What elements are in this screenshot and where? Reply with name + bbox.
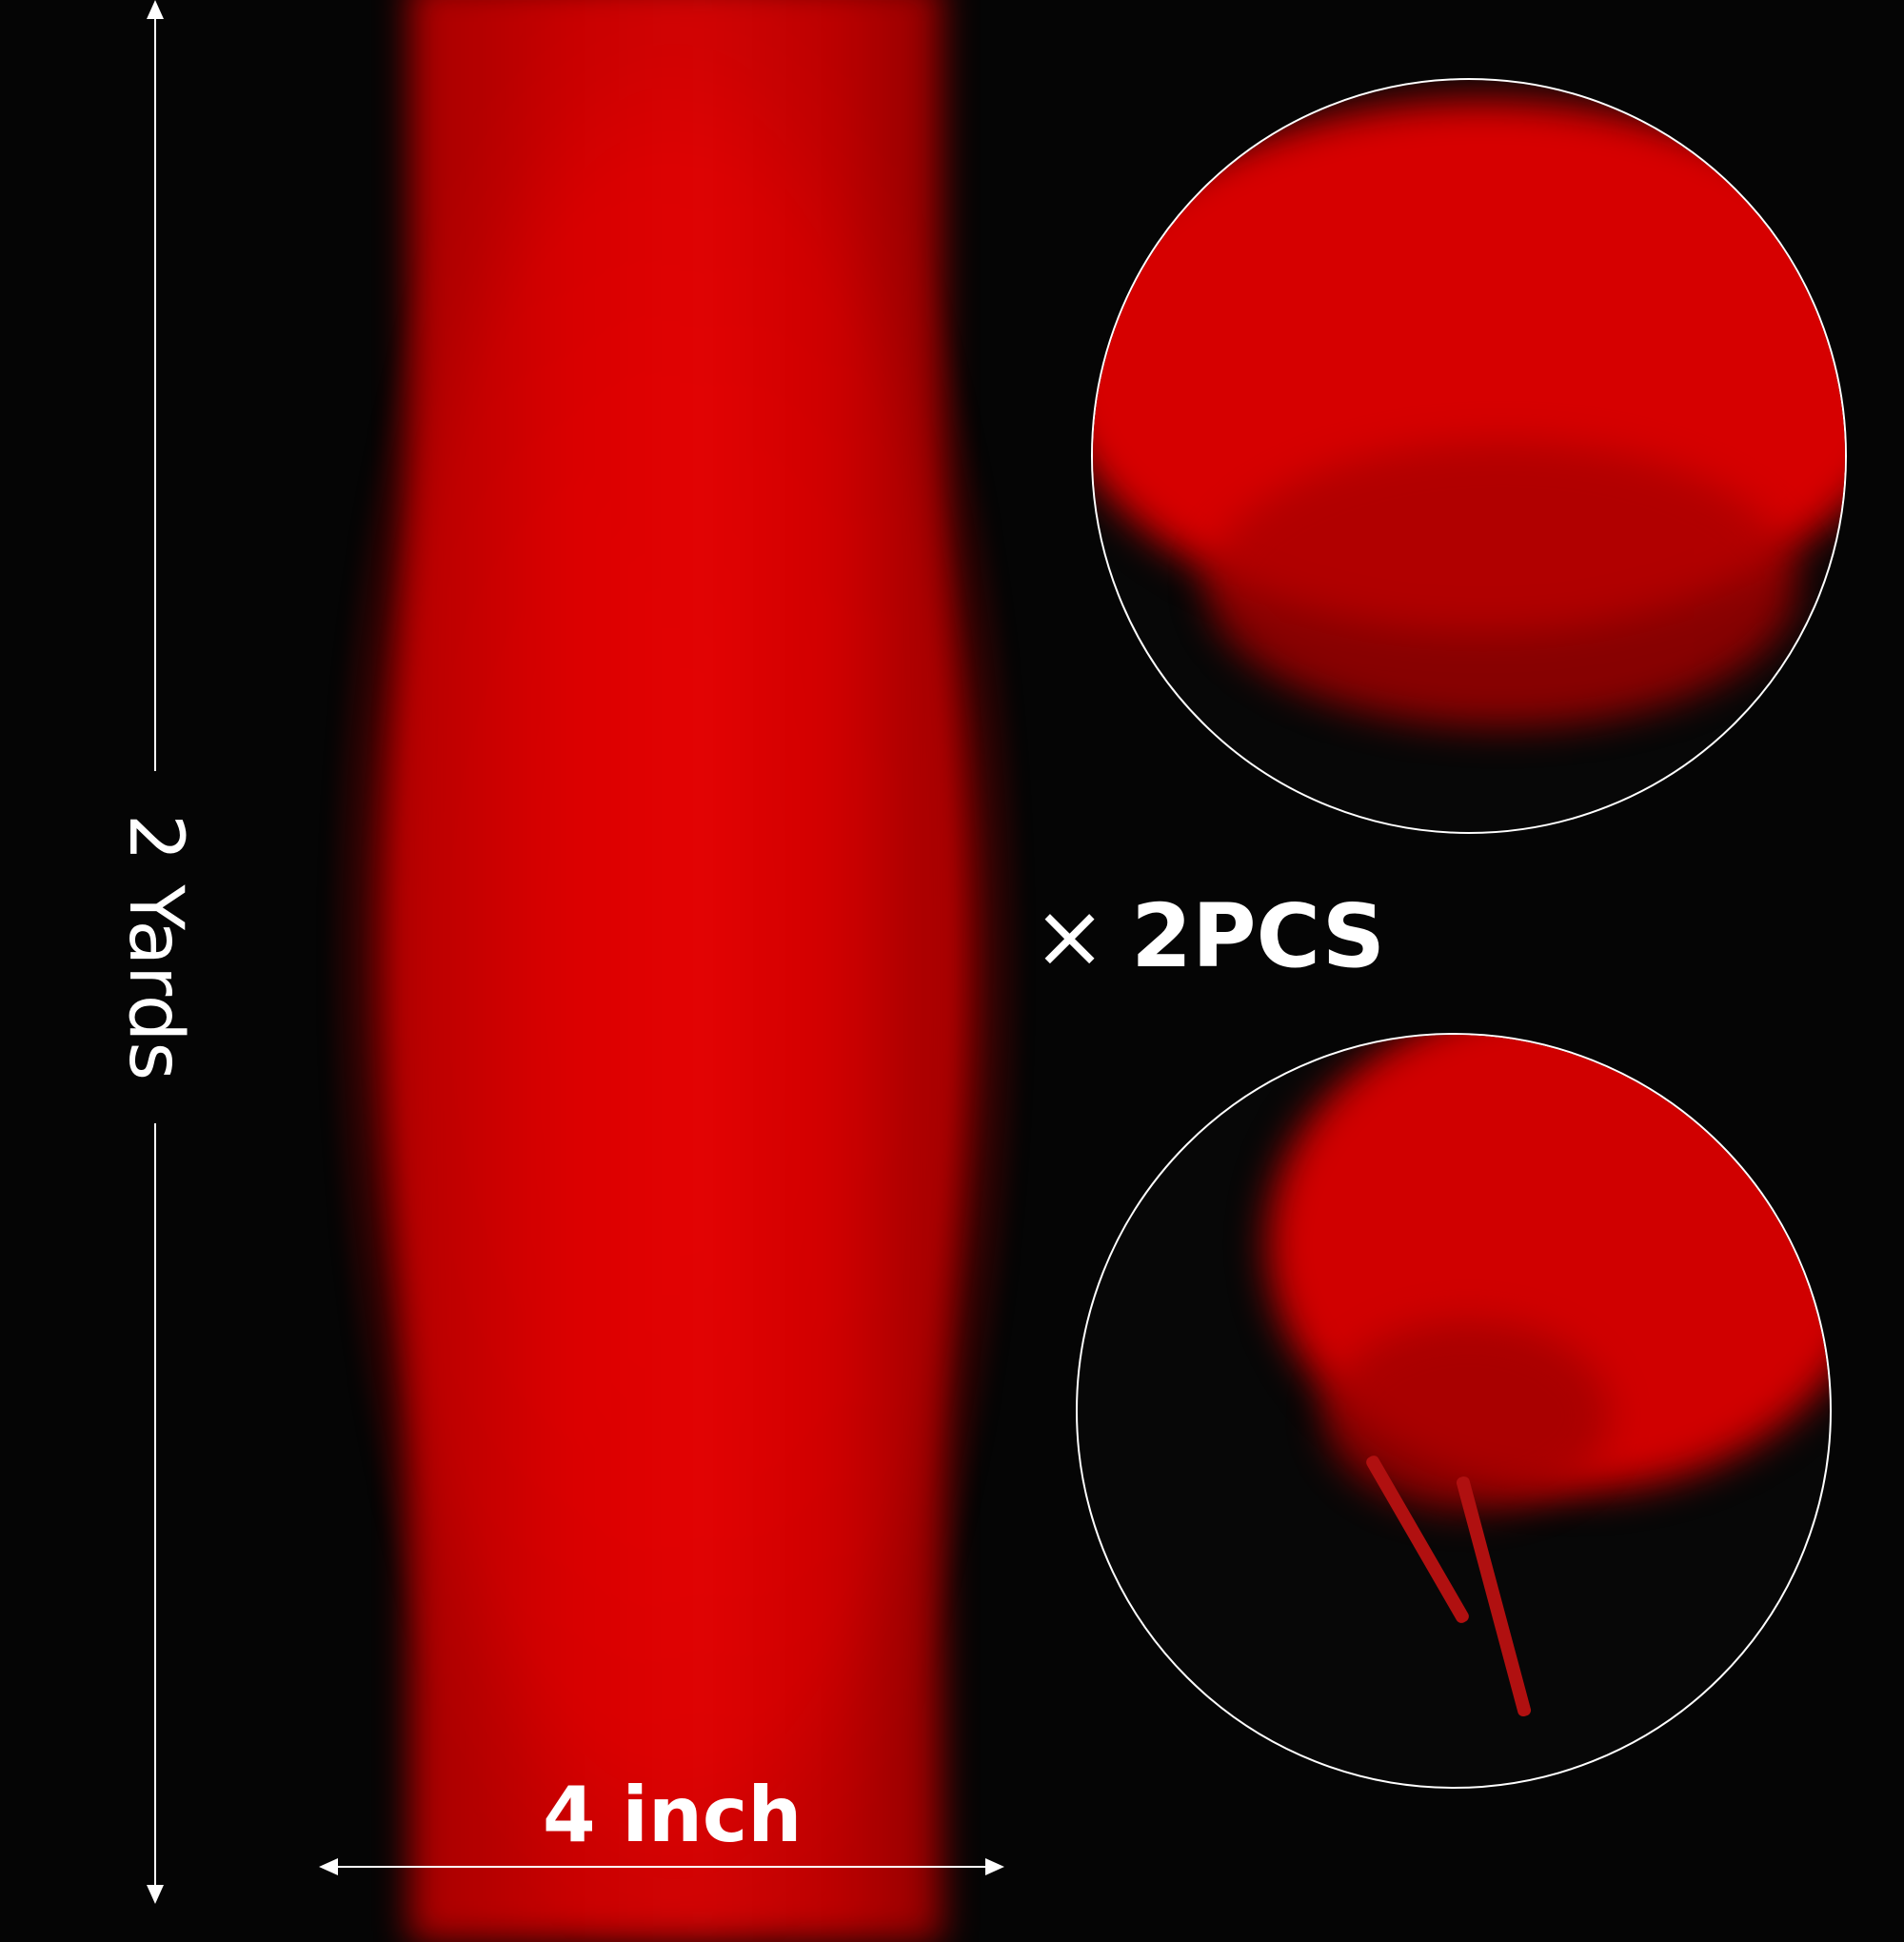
- string-tie: [1455, 1475, 1533, 1718]
- width-line: [333, 1866, 990, 1868]
- detail-closeup-bottom: [1076, 1033, 1832, 1789]
- quantity-label: × 2PCS: [1033, 885, 1385, 987]
- arrow-left-icon: [319, 1858, 338, 1875]
- width-label: 4 inch: [543, 1771, 803, 1859]
- arrow-right-icon: [985, 1858, 1004, 1875]
- length-line-top: [154, 10, 156, 771]
- multiply-icon: ×: [1033, 885, 1107, 987]
- length-label: 2 Yards: [112, 814, 198, 1080]
- arrow-down-icon: [147, 1885, 164, 1904]
- quantity-text: 2PCS: [1131, 885, 1386, 987]
- length-line-bottom: [154, 1123, 156, 1890]
- detail-closeup-top: [1091, 78, 1847, 834]
- feather-boa-core: [409, 0, 942, 1942]
